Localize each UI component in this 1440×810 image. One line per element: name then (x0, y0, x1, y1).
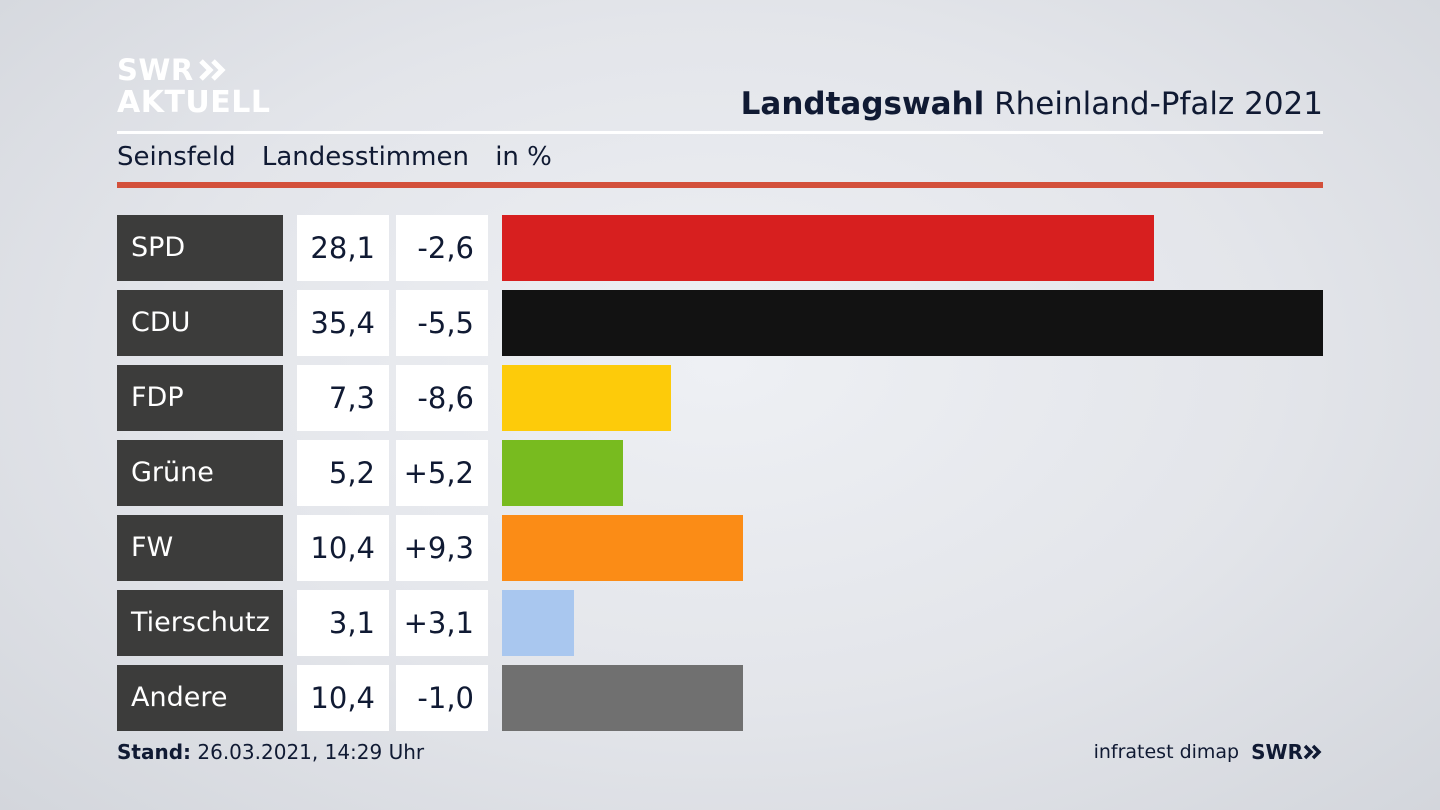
change-label: -1,0 (396, 665, 488, 731)
header-divider (117, 131, 1323, 134)
source-credit: infratest dimap SWR (1094, 740, 1323, 764)
party-label: SPD (117, 215, 283, 281)
double-chevron-icon (1303, 744, 1322, 760)
result-bar (502, 665, 743, 731)
change-label: +5,2 (396, 440, 488, 506)
result-bar (502, 440, 623, 506)
change-label: -2,6 (396, 215, 488, 281)
table-row: SPD 28,1 -2,6 (117, 215, 1323, 281)
result-bar (502, 290, 1323, 356)
result-bar (502, 515, 743, 581)
party-label: Andere (117, 665, 283, 731)
swr-brand: SWR (1251, 740, 1323, 764)
change-label: +9,3 (396, 515, 488, 581)
vote-share-label: 35,4 (297, 290, 389, 356)
title-rest: Rheinland-Pfalz 2021 (994, 86, 1323, 122)
stand-value: 26.03.2021, 14:29 Uhr (197, 740, 425, 764)
table-row: Grüne 5,2 +5,2 (117, 440, 1323, 506)
party-label: Tierschutz (117, 590, 283, 656)
change-label: +3,1 (396, 590, 488, 656)
table-row: CDU 35,4 -5,5 (117, 290, 1323, 356)
result-bar (502, 215, 1154, 281)
table-row: FW 10,4 +9,3 (117, 515, 1323, 581)
logo-line2: AKTUELL (117, 85, 271, 120)
result-bar (502, 365, 671, 431)
table-row: FDP 7,3 -8,6 (117, 365, 1323, 431)
double-chevron-icon (198, 59, 226, 81)
chart-subtitle: Seinsfeld Landesstimmen in % (117, 142, 570, 172)
party-label: Grüne (117, 440, 283, 506)
vote-share-label: 3,1 (297, 590, 389, 656)
stand-label: Stand: (117, 740, 192, 764)
source-label: infratest dimap (1093, 741, 1240, 763)
party-label: FDP (117, 365, 283, 431)
table-row: Andere 10,4 -1,0 (117, 665, 1323, 731)
party-label: CDU (117, 290, 283, 356)
party-label: FW (117, 515, 283, 581)
change-label: -5,5 (396, 290, 488, 356)
swr-brand-text: SWR (1251, 740, 1303, 764)
subtitle-divider (117, 182, 1323, 188)
subtitle-unit: in % (495, 142, 552, 172)
table-row: Tierschutz 3,1 +3,1 (117, 590, 1323, 656)
title-bold: Landtagswahl (740, 86, 985, 122)
swr-aktuell-logo: SWR AKTUELL (117, 54, 271, 118)
vote-share-label: 7,3 (297, 365, 389, 431)
vote-share-label: 10,4 (297, 515, 389, 581)
subtitle-measure: Landesstimmen (261, 142, 469, 172)
change-label: -8,6 (396, 365, 488, 431)
result-bar (502, 590, 574, 656)
logo-line1: SWR (117, 52, 194, 87)
vote-share-label: 10,4 (297, 665, 389, 731)
subtitle-place: Seinsfeld (117, 142, 236, 172)
vote-share-label: 5,2 (297, 440, 389, 506)
timestamp: Stand: 26.03.2021, 14:29 Uhr (117, 740, 424, 764)
vote-share-label: 28,1 (297, 215, 389, 281)
page-title: Landtagswahl Rheinland-Pfalz 2021 (741, 86, 1323, 122)
